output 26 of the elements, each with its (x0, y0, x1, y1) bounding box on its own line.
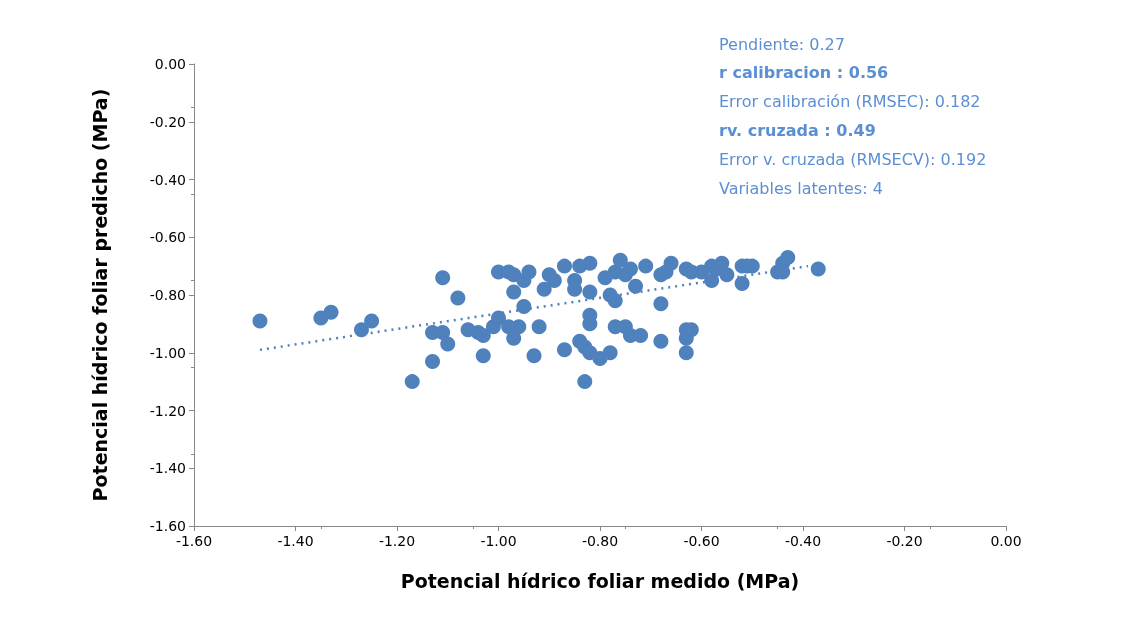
x-tick-label: -1.20 (378, 533, 416, 549)
y-tick-label: -1.40 (149, 460, 186, 477)
y-tick-label: -0.40 (149, 171, 186, 188)
y-tick-label: -0.60 (149, 229, 186, 246)
annotation: rv. cruzada : 0.49 (719, 120, 876, 140)
x-tick-label: -0.40 (784, 533, 822, 549)
y-tick-label: -0.80 (149, 287, 186, 303)
x-axis-title: Potencial hídrico foliar medido (MPa) (400, 569, 800, 592)
text: Pendiente: 0.27 (719, 34, 845, 54)
y-tick-label: 0.00 (154, 56, 186, 72)
y-tick-label: -1.00 (149, 344, 186, 361)
annotation: Variables latentes: 4 (719, 178, 883, 198)
annotation: Error v. cruzada (RMSECV): 0.192 (719, 149, 987, 169)
y-tick-label: -1.20 (149, 402, 186, 419)
x-tick-label: -1.00 (480, 533, 517, 549)
x-tick-label: -1.60 (175, 533, 213, 549)
x-tick-label: -0.60 (683, 533, 720, 549)
x-tick-label: -1.40 (277, 533, 314, 549)
x-tick-label: -0.20 (886, 533, 923, 549)
y-axis-title: Potencial hídrico foliar predicho (MPa) (88, 88, 111, 502)
annotation: r calibracion : 0.56 (719, 63, 889, 83)
annotation: Error calibración (RMSEC): 0.182 (719, 92, 981, 112)
x-tick-label: -0.80 (581, 533, 619, 549)
y-tick-label: -0.20 (149, 113, 186, 130)
x-tick-label: 0.00 (990, 533, 1022, 549)
y-tick-label: -1.60 (149, 518, 186, 534)
